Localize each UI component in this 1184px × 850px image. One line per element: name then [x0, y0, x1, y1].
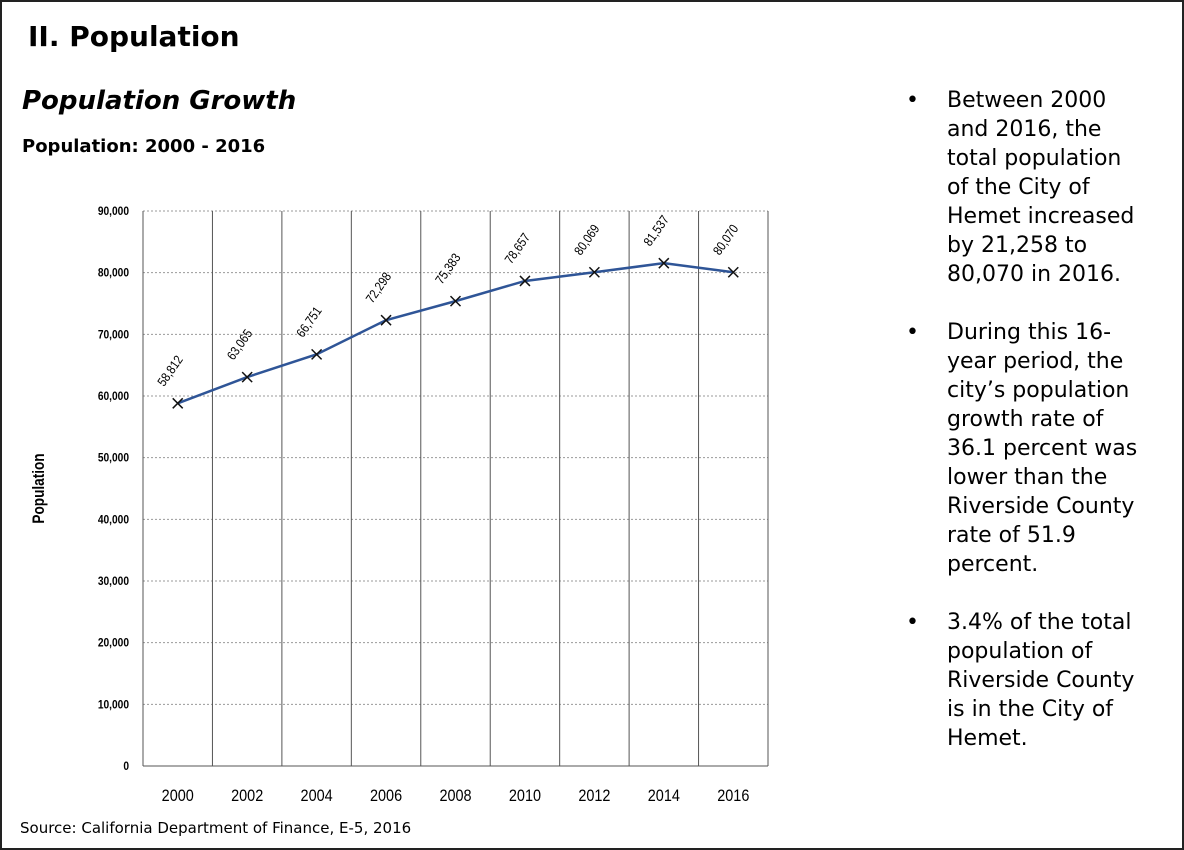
- source: Source: California Department of Finance…: [20, 819, 412, 837]
- data-label: 78,657: [502, 230, 534, 267]
- marker: [380, 314, 392, 326]
- data-label: 81,537: [640, 212, 672, 249]
- y-tick-label: 0: [123, 760, 129, 773]
- y-tick-label: 10,000: [98, 699, 129, 712]
- y-tick-label: 90,000: [98, 205, 129, 218]
- marker: [588, 266, 600, 278]
- marker: [658, 257, 670, 269]
- marker: [727, 266, 739, 278]
- marker: [519, 275, 531, 287]
- x-tick-label: 2012: [578, 787, 610, 805]
- y-axis-label: Population: [30, 453, 49, 523]
- data-label: 80,070: [710, 221, 742, 258]
- y-tick-label: 40,000: [98, 514, 129, 527]
- x-tick-label: 2016: [717, 787, 749, 805]
- bullet: Between 2000 and 2016, the total populat…: [900, 86, 1140, 289]
- data-label: 63,065: [224, 326, 256, 363]
- chart-heading: Population: 2000 - 2016: [22, 136, 266, 157]
- subtitle: Population Growth: [22, 86, 297, 116]
- data-label: 80,069: [571, 221, 603, 258]
- x-tick-label: 2008: [439, 787, 471, 805]
- bullet: 3.4% of the total population of Riversid…: [900, 608, 1140, 753]
- y-tick-label: 30,000: [98, 575, 129, 588]
- y-tick-label: 70,000: [98, 329, 129, 342]
- y-tick-label: 50,000: [98, 452, 129, 465]
- data-label: 58,812: [154, 352, 186, 389]
- y-tick-label: 60,000: [98, 390, 129, 403]
- bullet-list: Between 2000 and 2016, the total populat…: [900, 86, 1140, 782]
- x-tick-label: 2014: [648, 787, 680, 805]
- chart: 0 10,000 20,000 30,000 40,000 50,000 60,000 70,…: [30, 205, 769, 805]
- x-tick-label: 2006: [370, 787, 402, 805]
- bullet: During this 16-year period, the city’s p…: [900, 318, 1140, 579]
- x-tick-label: 2000: [162, 787, 194, 805]
- data-label: 72,298: [363, 269, 395, 306]
- marker: [311, 348, 323, 360]
- x-tick-label: 2004: [301, 787, 333, 805]
- line: [177, 261, 734, 405]
- x-tick-label: 2010: [509, 787, 541, 805]
- marker: [449, 295, 462, 307]
- section-title: II. Population: [28, 20, 240, 53]
- data-label: 75,383: [432, 250, 464, 287]
- y-tick-label: 20,000: [98, 637, 129, 650]
- marker: [241, 371, 253, 383]
- marker: [172, 397, 184, 409]
- x-tick-label: 2002: [231, 787, 263, 805]
- y-tick-label: 80,000: [98, 267, 129, 280]
